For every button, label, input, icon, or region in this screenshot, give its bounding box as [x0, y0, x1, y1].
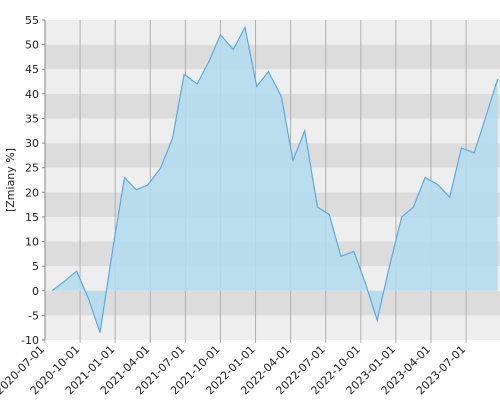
grid-band — [45, 44, 500, 70]
grid-band — [45, 290, 500, 316]
y-axis-label: [Zmiany %] — [4, 148, 17, 212]
grid-band — [45, 315, 500, 340]
y-tick-label: 15 — [25, 211, 39, 224]
area-fill — [52, 27, 498, 333]
y-tick-label: 0 — [32, 285, 39, 298]
y-tick-label: 25 — [25, 162, 39, 175]
y-tick-label: 55 — [25, 14, 39, 27]
y-tick-label: -10 — [21, 334, 39, 347]
y-tick-label: 50 — [25, 39, 39, 52]
area-line — [51, 25, 499, 333]
y-tick-label: -5 — [28, 309, 39, 322]
y-tick-label: 30 — [25, 137, 39, 150]
y-tick-label: 40 — [25, 88, 39, 101]
y-tick-label: 45 — [25, 63, 39, 76]
y-tick-label: 20 — [25, 186, 39, 199]
y-tick-label: 5 — [32, 260, 39, 273]
y-tick-label: 35 — [25, 112, 39, 125]
grid-band — [45, 20, 500, 45]
y-tick-label: 10 — [25, 236, 39, 249]
